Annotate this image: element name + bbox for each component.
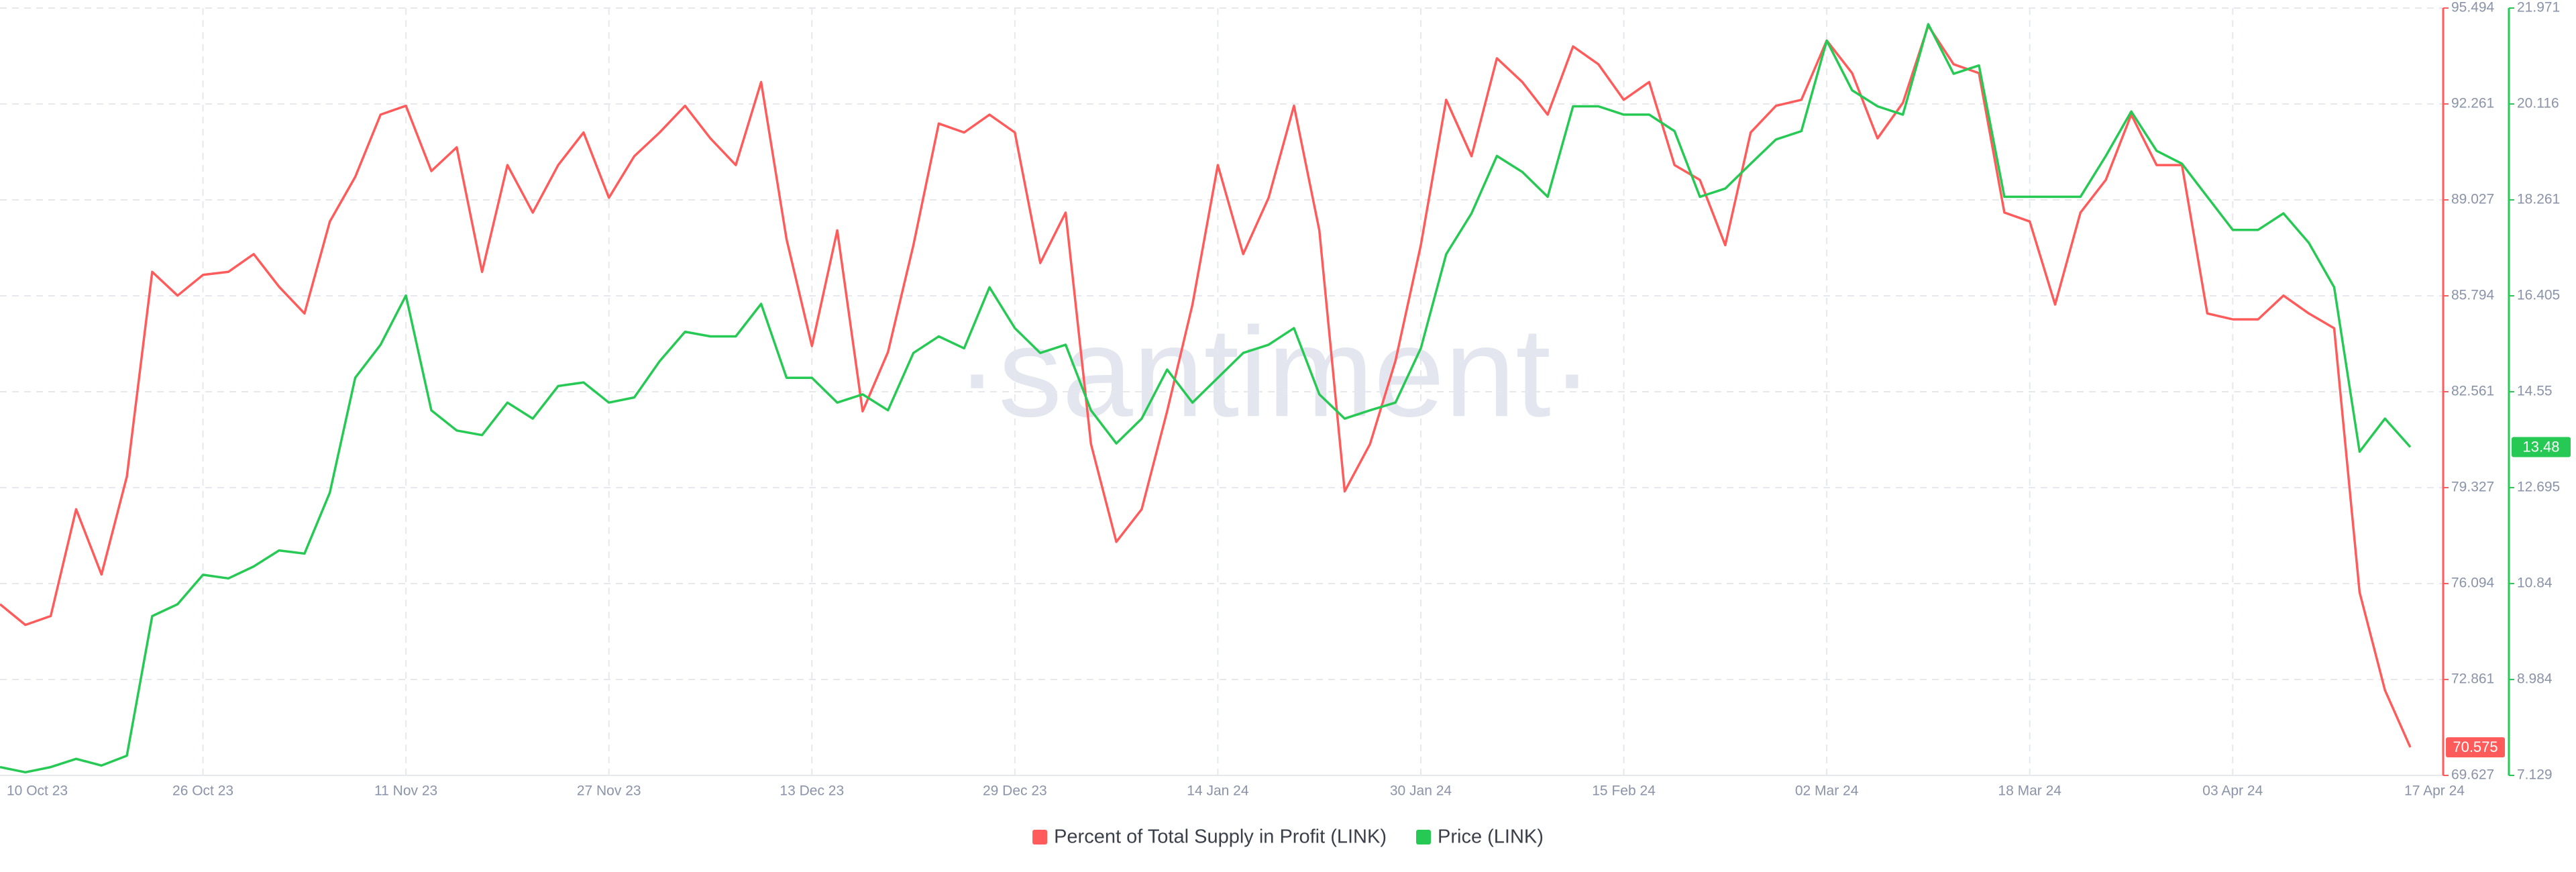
y-tick-label: 82.561 [2451,384,2494,399]
y-tick-label: 95.494 [2451,0,2495,15]
last-value-label: 70.575 [2453,739,2498,755]
legend-label: Price (LINK) [1438,826,1544,848]
y2-tick-label: 10.84 [2517,576,2553,591]
last-value-badge [2446,737,2505,758]
y2-tick-label: 16.405 [2517,288,2560,303]
x-tick-label: 02 Mar 24 [1795,783,1859,799]
last-value-badge [2512,437,2571,457]
y-tick-label: 89.027 [2451,192,2494,207]
legend-label: Percent of Total Supply in Profit (LINK) [1054,826,1387,848]
y-tick-label: 85.794 [2451,288,2495,303]
y2-tick-label: 21.971 [2517,0,2560,15]
x-tick-label: 26 Oct 23 [172,783,233,799]
y2-tick-label: 12.695 [2517,480,2560,495]
x-tick-label: 13 Dec 23 [780,783,844,799]
series-line [0,24,2412,748]
x-tick-label: 30 Jan 24 [1390,783,1452,799]
legend: Percent of Total Supply in Profit (LINK)… [1032,826,1544,848]
y2-tick-label: 20.116 [2517,96,2559,111]
y2-tick-label: 14.55 [2517,384,2553,399]
x-tick-label: 29 Dec 23 [983,783,1047,799]
y2-tick-label: 8.984 [2517,671,2553,687]
x-tick-label: 14 Jan 24 [1187,783,1249,799]
legend-swatch [1416,830,1431,844]
y2-tick-label: 7.129 [2517,767,2553,783]
x-tick-label: 03 Apr 24 [2202,783,2263,799]
y2-tick-label: 18.261 [2517,192,2560,207]
y-tick-label: 92.261 [2451,96,2494,111]
last-value-label: 13.48 [2522,438,2559,455]
x-tick-label: 27 Nov 23 [577,783,641,799]
watermark: ·santiment· [956,301,1593,443]
series-line [0,23,2412,774]
y-tick-label: 72.861 [2451,671,2494,687]
x-tick-label: 11 Nov 23 [374,783,437,799]
x-tick-label: 10 Oct 23 [7,783,68,799]
y-tick-label: 79.327 [2451,480,2494,495]
y-tick-label: 69.627 [2451,767,2494,783]
x-tick-label: 15 Feb 24 [1592,783,1656,799]
y-tick-label: 76.094 [2451,576,2495,591]
x-tick-label: 17 Apr 24 [2404,783,2465,799]
x-tick-label: 18 Mar 24 [1998,783,2061,799]
legend-swatch [1032,830,1048,844]
